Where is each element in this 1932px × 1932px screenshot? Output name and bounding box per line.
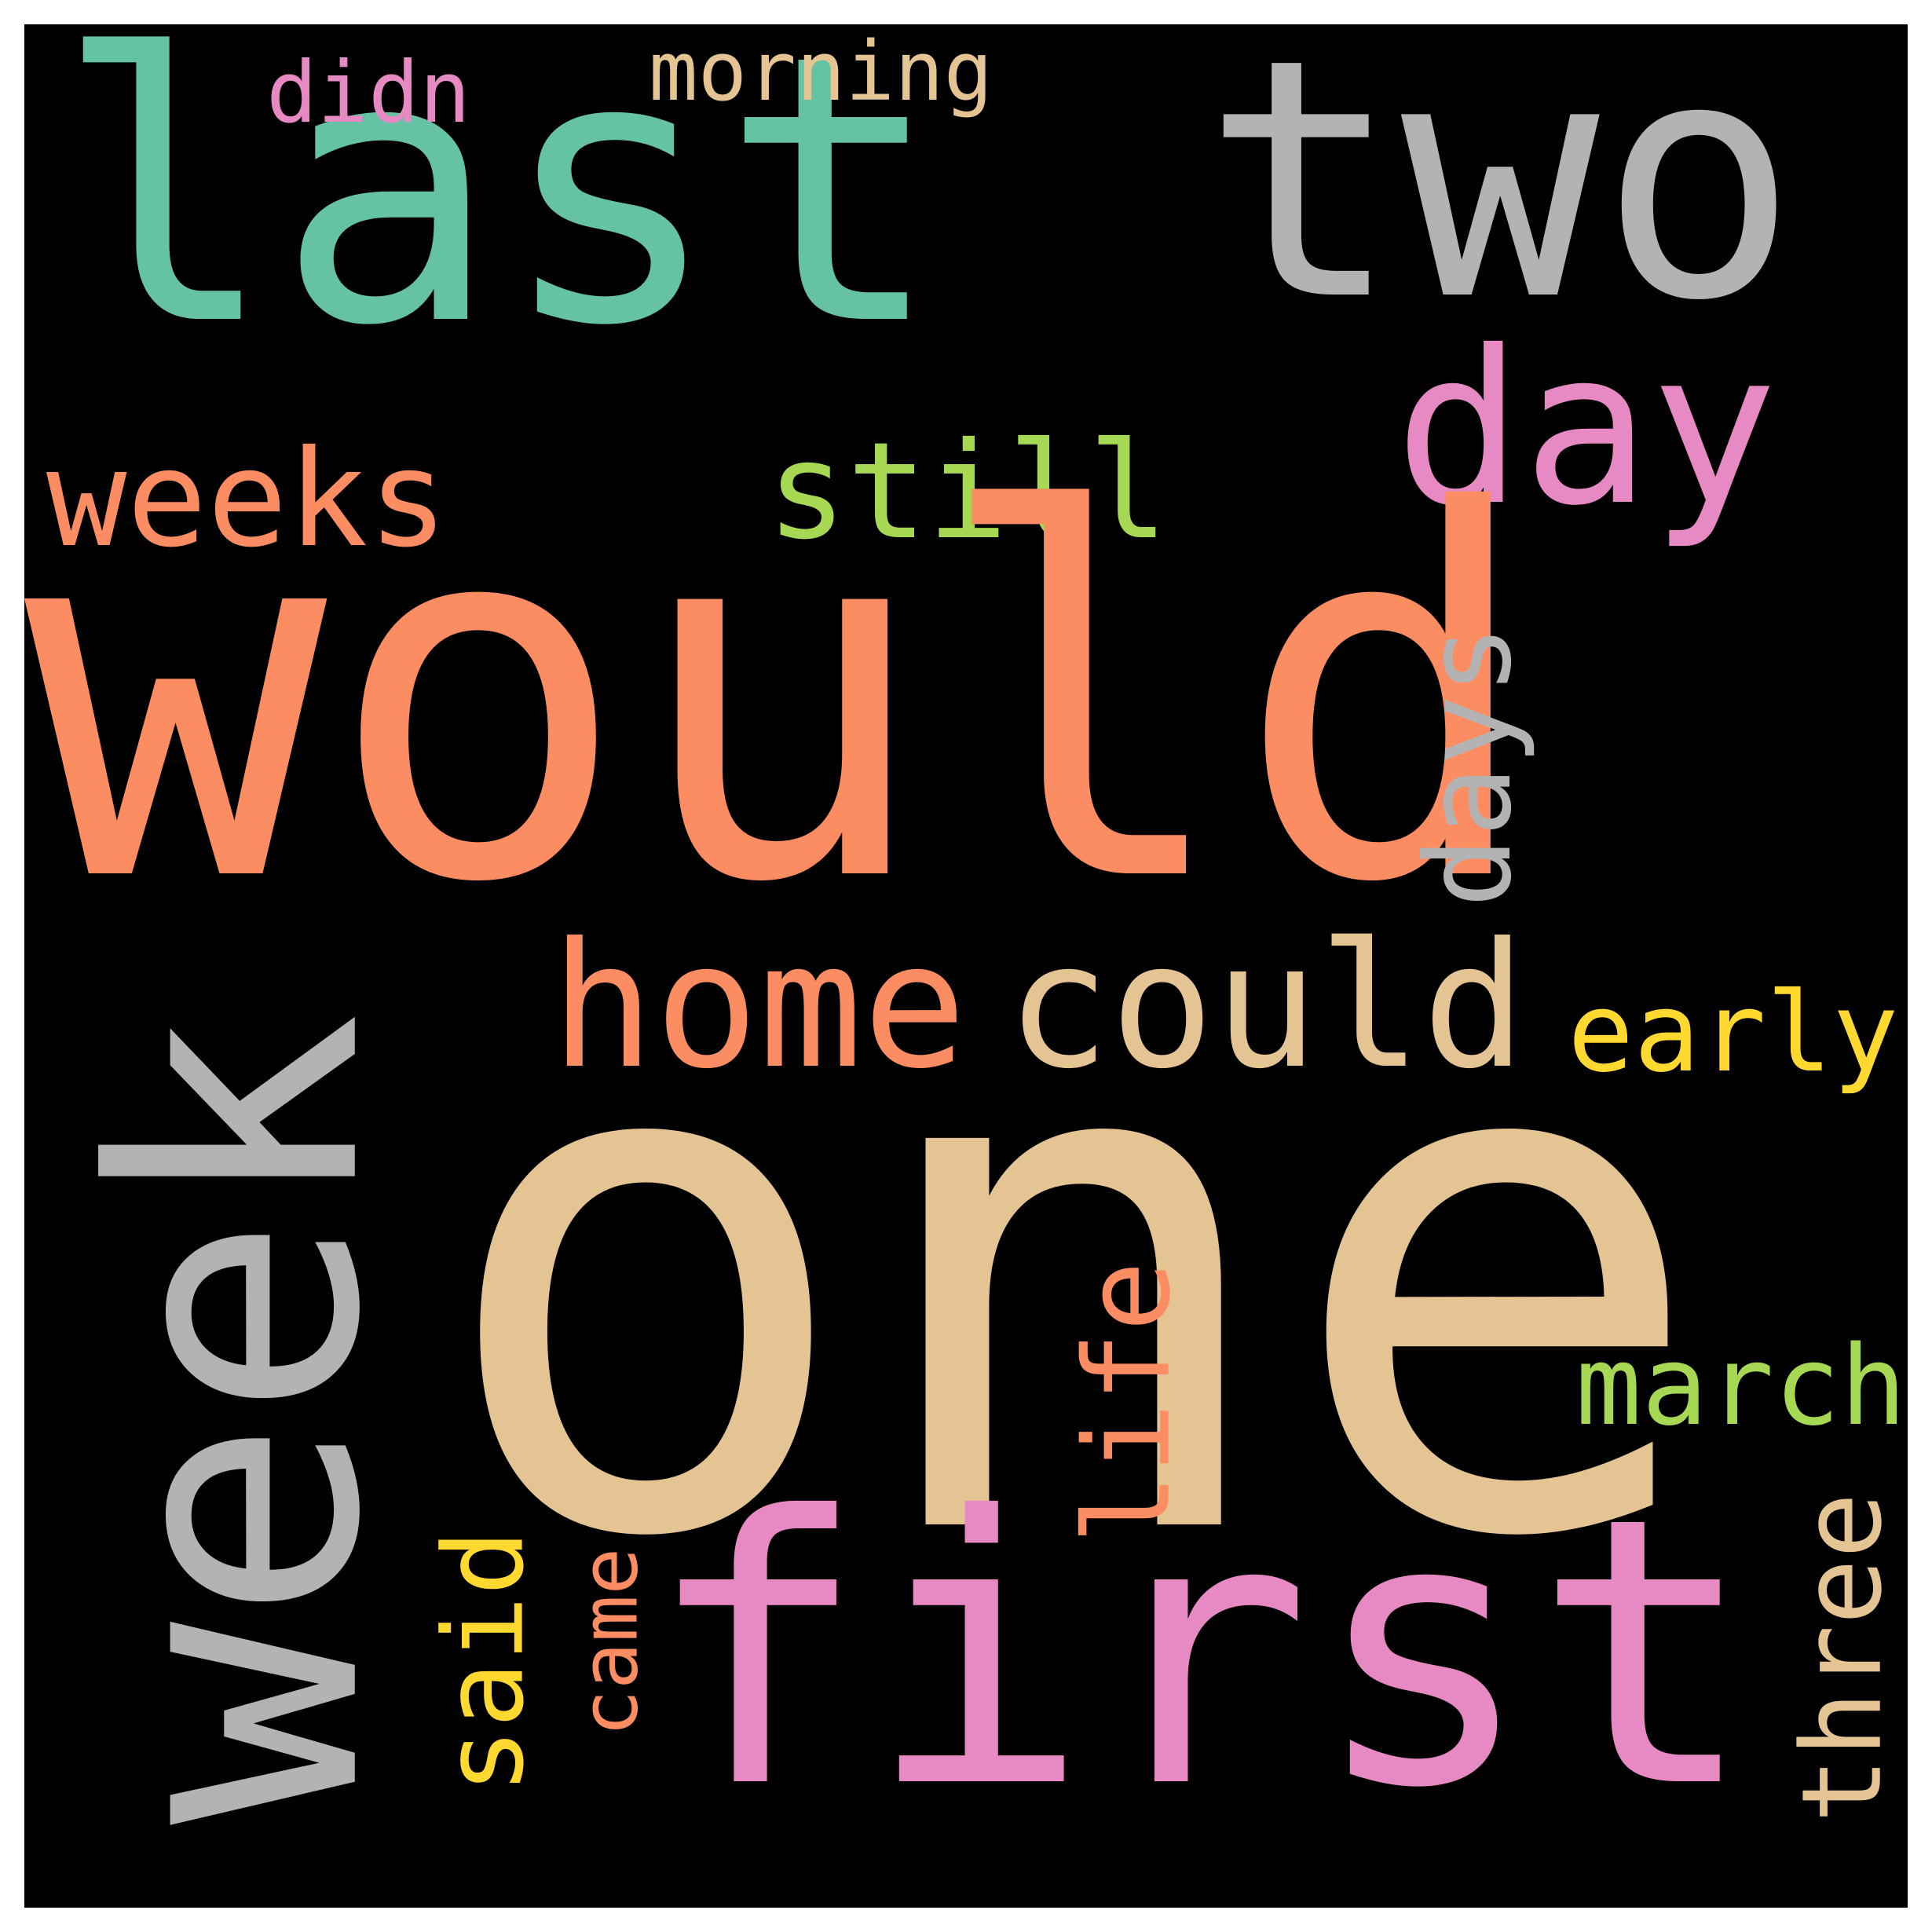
word-could: could — [1006, 906, 1527, 1107]
word-still: still — [767, 414, 1169, 569]
word-days: days — [1401, 624, 1538, 908]
word-day: day — [1395, 305, 1778, 552]
word-weeks: weeks — [46, 422, 448, 577]
word-last: last — [54, 24, 943, 406]
word-first: first — [645, 1439, 1756, 1868]
word-two: two — [1202, 24, 1798, 373]
word-would: would — [24, 407, 1538, 992]
word-morning: morning — [649, 24, 993, 119]
word-march: march — [1575, 1323, 1907, 1451]
word-didn: didn — [266, 44, 471, 142]
word-life: life — [1059, 1261, 1197, 1545]
word-three: three — [1778, 1492, 1907, 1824]
word-cloud-canvas: last two didn morning day weeks still wo… — [24, 24, 1908, 1908]
word-early: early — [1568, 969, 1899, 1097]
word-said: said — [420, 1529, 549, 1795]
word-one: one — [433, 869, 1710, 1692]
word-came: came — [563, 1547, 656, 1737]
word-week: week — [42, 1012, 435, 1825]
word-home: home — [551, 906, 967, 1107]
